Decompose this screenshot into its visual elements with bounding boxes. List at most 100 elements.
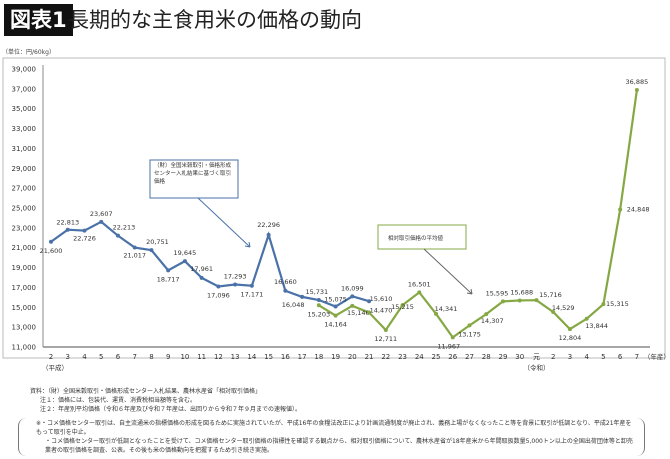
data-label: 18,717 [157, 275, 180, 283]
data-point [350, 303, 355, 308]
data-label: 14,470 [370, 307, 393, 315]
remark-2: ・コメ価格センター取引が低調となったことを受けて、コメ価格センター取引価格の指標… [45, 438, 633, 454]
data-label: 21,600 [40, 247, 63, 255]
data-label: 22,296 [257, 221, 280, 229]
data-point [618, 207, 623, 212]
notes: 資料：（財）全国米穀取引・価格形成センター入札結果、農林水産省「相対取引価格」 … [30, 387, 301, 414]
data-label: 15,315 [606, 300, 629, 308]
remark-1: ※・コメ価格センター取引は、自主流通米の指標価格の形成を図るために実施されていた… [36, 420, 632, 436]
chart-frame [2, 57, 666, 359]
x-tick-label: 22 [381, 353, 390, 361]
data-point [383, 328, 388, 333]
data-label: 22,213 [113, 224, 136, 232]
annotation-text-green: 相対取引価格の平均値 [388, 234, 444, 242]
annotation-label-blue: （財）全国米穀取引・価格形成センター入札結果に基づく取引価格 [154, 163, 232, 185]
y-tick-label: 29,000 [12, 165, 37, 173]
data-point [584, 316, 589, 321]
data-label: 15,215 [391, 303, 414, 311]
x-tick-label: 20 [348, 353, 357, 361]
data-point [551, 309, 556, 314]
remark-box: ※・コメ価格センター取引は、自主流通米の指標価格の形成を図るために実施されていた… [36, 419, 636, 455]
note-2: 注２：年産別平均価格（令和６年産及び令和７年産は、出回りから令和７年９月までの速… [40, 406, 302, 413]
data-label: 15,716 [539, 291, 562, 299]
data-point [534, 298, 539, 303]
data-label: 21,017 [123, 252, 146, 260]
x-tick-label: 7 [132, 353, 136, 361]
data-label: 16,048 [282, 301, 305, 309]
x-tick-label: 14 [247, 353, 256, 361]
data-point [115, 233, 120, 238]
y-tick-label: 17,000 [12, 284, 37, 292]
data-point [233, 282, 238, 287]
x-tick-label: 元 [533, 353, 540, 361]
data-point [567, 327, 572, 332]
y-tick-label: 31,000 [12, 145, 37, 153]
x-tick-label: 4 [82, 353, 87, 361]
y-tick-label: 11,000 [12, 344, 37, 352]
data-label: 19,645 [174, 249, 197, 257]
arrow-head-icon [466, 288, 473, 295]
figure-badge: 図表1 [4, 4, 73, 36]
series-line-2 [318, 89, 638, 339]
x-tick-label: 6 [116, 353, 121, 361]
data-label: 17,961 [190, 265, 213, 273]
x-axis-label: （年産） [644, 352, 670, 361]
x-tick-label: 5 [601, 353, 605, 361]
data-point [450, 335, 455, 340]
x-tick-label: 11 [197, 353, 206, 361]
data-label: 24,848 [627, 206, 650, 214]
x-tick-label: 29 [499, 353, 508, 361]
x-tick-label: 10 [180, 353, 189, 361]
x-tick-label: 7 [635, 353, 639, 361]
x-tick-label: 2 [551, 353, 555, 361]
data-label: 16,501 [408, 280, 431, 288]
x-tick-label: 25 [432, 353, 441, 361]
x-tick-label: 15 [264, 353, 273, 361]
data-point [249, 283, 254, 288]
data-label: 13,844 [585, 322, 608, 330]
x-tick-label: 9 [166, 353, 170, 361]
era-label: （平成） [42, 363, 68, 372]
x-tick-label: 16 [281, 353, 290, 361]
data-point [333, 304, 338, 309]
y-tick-label: 15,000 [12, 304, 37, 312]
y-tick-label: 39,000 [12, 66, 37, 74]
chart-title: 長期的な主食用米の価格の動向 [68, 8, 362, 32]
annotation-box-blue [149, 159, 239, 199]
data-label: 16,099 [341, 284, 364, 292]
data-point [417, 290, 422, 295]
data-point [266, 232, 271, 237]
y-tick-label: 35,000 [12, 105, 37, 113]
line-chart: 11,000 13,000 15,000 17,000 19,000 21,000 23,0… [2, 57, 670, 372]
data-point [199, 275, 204, 280]
x-tick-label: 21 [365, 353, 374, 361]
data-point [434, 311, 439, 316]
note-1: 注１：価格には、包装代、運賃、消費税相当額等を含む。 [40, 397, 197, 404]
data-point [316, 303, 321, 308]
x-tick-label: 26 [448, 353, 457, 361]
data-point [316, 298, 321, 303]
data-point [283, 288, 288, 293]
y-tick-label: 23,000 [12, 224, 37, 232]
data-label: 15,731 [305, 288, 328, 296]
data-point [65, 227, 70, 232]
data-point [149, 248, 154, 253]
source-note: 資料：（財）全国米穀取引・価格形成センター入札結果、農林水産省「相対取引価格」 [30, 388, 262, 395]
x-tick-label: 30 [515, 353, 524, 361]
data-point [367, 299, 372, 304]
x-tick-label: 3 [568, 353, 572, 361]
x-tick-label: 18 [314, 353, 323, 361]
x-tick-label: 13 [231, 353, 240, 361]
data-point [166, 268, 171, 273]
x-tick-label: 4 [584, 353, 589, 361]
data-point [82, 228, 87, 233]
data-point [634, 87, 639, 92]
x-tick-label: 3 [66, 353, 70, 361]
x-tick-label: 8 [149, 353, 153, 361]
data-label: 15,075 [324, 296, 347, 304]
era-label: （令和） [523, 363, 549, 372]
data-point [350, 294, 355, 299]
data-label: 14,529 [552, 304, 575, 312]
x-tick-label: 19 [331, 353, 340, 361]
data-label: 15,688 [510, 288, 533, 296]
